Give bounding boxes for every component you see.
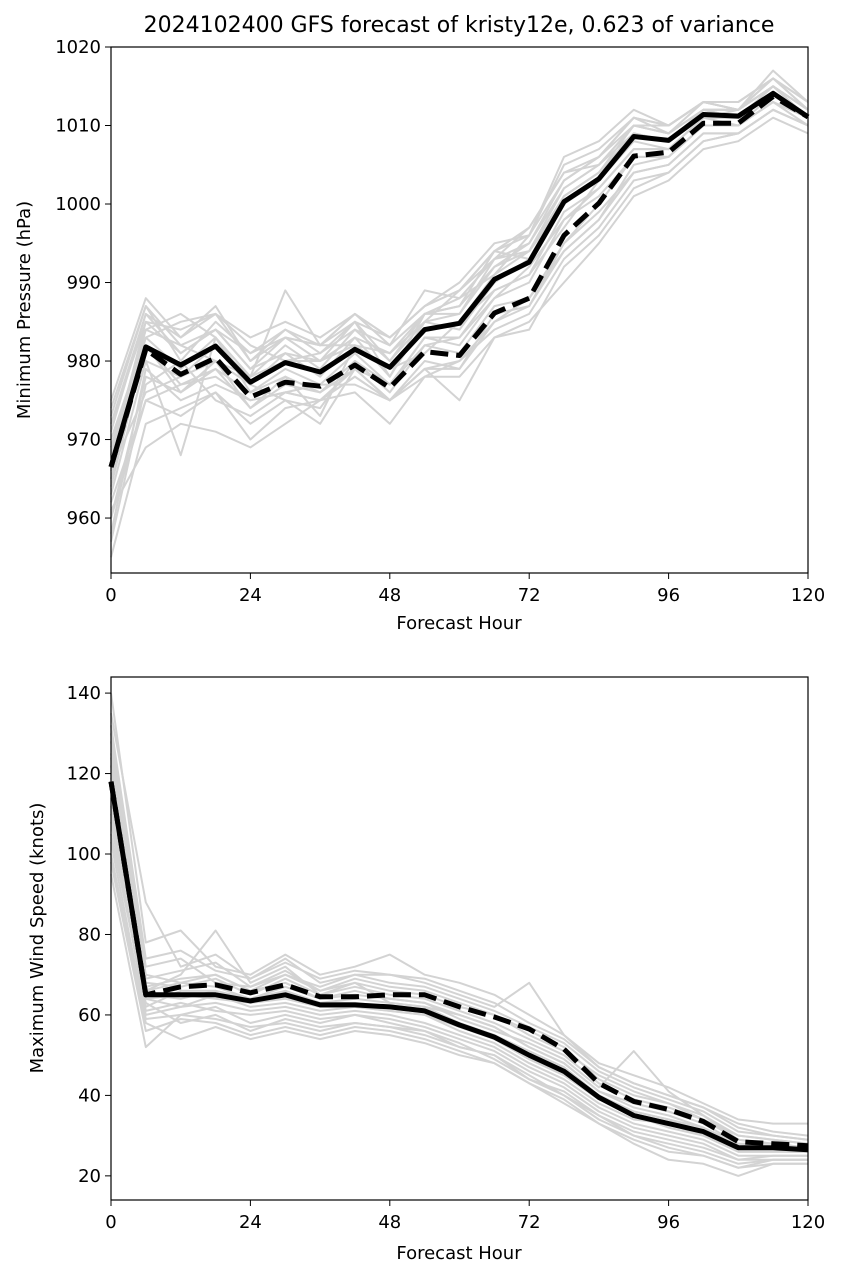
wind-member-line-10 [110, 713, 808, 1125]
pressure-member-line-16 [110, 108, 809, 503]
wind-plot-frame [110, 676, 809, 1201]
wind-x-tick-label: 48 [378, 1212, 401, 1233]
pressure-x-tick-label: 96 [657, 585, 680, 606]
wind-x-axis-label: Forecast Hour [396, 1243, 522, 1264]
pressure-member-line-18 [110, 77, 809, 409]
wind-y-ticks: 20 40 60 80 100 120 140 [67, 683, 111, 1187]
wind-y-tick-label: 40 [78, 1085, 101, 1106]
wind-member-line-21 [110, 777, 808, 1149]
pressure-member-line-6 [110, 93, 809, 495]
pressure-member-line-2 [110, 101, 809, 519]
pressure-member-line-5 [110, 108, 809, 558]
pressure-member-line-19 [110, 116, 809, 542]
wind-x-tick-label: 96 [657, 1212, 680, 1233]
wind-member-line-9 [110, 853, 808, 1177]
wind-member-line-17 [110, 757, 809, 1149]
wind-x-ticks: 0 24 48 72 96 120 [105, 1200, 825, 1233]
wind-chart: 0 24 48 72 96 120 20 40 60 80 100 120 140 Forecast … [27, 676, 825, 1264]
pressure-member-line-1 [110, 85, 809, 425]
pressure-y-tick-label: 990 [67, 273, 101, 294]
wind-member-line-16 [110, 841, 808, 1161]
pressure-y-tick-label: 970 [67, 430, 101, 451]
wind-member-line-15 [110, 785, 809, 1153]
pressure-y-tick-label: 1000 [55, 194, 101, 215]
pressure-member-line-11 [110, 85, 809, 456]
pressure-dashed-line [108, 94, 810, 468]
pressure-member-line-12 [110, 101, 809, 534]
pressure-x-tick-label: 0 [105, 585, 116, 606]
wind-member-line-5 [110, 773, 809, 1149]
wind-x-tick-label: 0 [105, 1212, 116, 1233]
wind-x-tick-label: 120 [791, 1212, 825, 1233]
pressure-x-tick-label: 120 [791, 585, 825, 606]
wind-member-line-1 [110, 753, 809, 1145]
wind-main-lines [108, 781, 809, 1153]
wind-member-line-6 [110, 833, 808, 1169]
pressure-y-tick-label: 1010 [55, 116, 101, 137]
pressure-y-tick-label: 1020 [55, 37, 101, 58]
wind-x-tick-label: 72 [518, 1212, 541, 1233]
pressure-x-axis-label: Forecast Hour [396, 613, 522, 634]
wind-member-line-14 [110, 741, 809, 1145]
wind-member-line-7 [110, 733, 809, 1141]
pressure-member-line-8 [110, 101, 809, 472]
pressure-member-line-23 [110, 108, 809, 519]
wind-member-line-3 [110, 692, 809, 1137]
wind-member-line-19 [110, 725, 809, 1141]
wind-member-line-13 [110, 821, 808, 1161]
wind-y-tick-label: 140 [67, 683, 101, 704]
pressure-main-lines [108, 90, 810, 468]
pressure-member-line-17 [110, 85, 809, 464]
pressure-chart: 2024102400 GFS forecast of kristy12e, 0.… [14, 13, 825, 634]
pressure-x-tick-label: 48 [378, 585, 401, 606]
pressure-plot-frame [110, 46, 809, 574]
pressure-chart-title: 2024102400 GFS forecast of kristy12e, 0.… [144, 13, 775, 38]
pressure-solid-line [108, 90, 810, 468]
wind-dashed-line [108, 781, 809, 1149]
wind-y-tick-label: 100 [67, 844, 101, 865]
wind-y-tick-label: 60 [78, 1005, 101, 1026]
pressure-member-line-10 [110, 108, 809, 511]
wind-x-tick-label: 24 [239, 1212, 262, 1233]
wind-y-tick-label: 20 [78, 1166, 101, 1187]
pressure-member-line-21 [110, 93, 809, 480]
pressure-member-line-20 [110, 93, 809, 448]
pressure-member-lines [110, 69, 809, 558]
pressure-member-line-7 [110, 85, 809, 440]
pressure-y-tick-label: 980 [67, 351, 101, 372]
wind-y-axis-label: Maximum Wind Speed (knots) [27, 803, 48, 1074]
wind-y-tick-label: 80 [78, 924, 101, 945]
wind-solid-line [108, 781, 809, 1153]
pressure-member-line-15 [110, 77, 809, 432]
wind-member-lines [110, 692, 809, 1177]
wind-member-line-12 [110, 765, 809, 1149]
pressure-member-line-22 [110, 69, 809, 425]
wind-member-line-2 [110, 813, 808, 1157]
pressure-y-axis-label: Minimum Pressure (hPa) [14, 201, 35, 419]
pressure-member-line-9 [110, 77, 809, 417]
wind-y-tick-label: 120 [67, 764, 101, 785]
pressure-x-ticks: 0 24 48 72 96 120 [105, 573, 825, 606]
pressure-y-tick-label: 960 [67, 508, 101, 529]
pressure-y-ticks: 960 970 980 990 1000 1010 1020 [55, 37, 111, 529]
pressure-x-tick-label: 24 [239, 585, 262, 606]
wind-member-line-8 [110, 793, 809, 1153]
wind-member-line-20 [110, 861, 808, 1169]
pressure-x-tick-label: 72 [518, 585, 541, 606]
